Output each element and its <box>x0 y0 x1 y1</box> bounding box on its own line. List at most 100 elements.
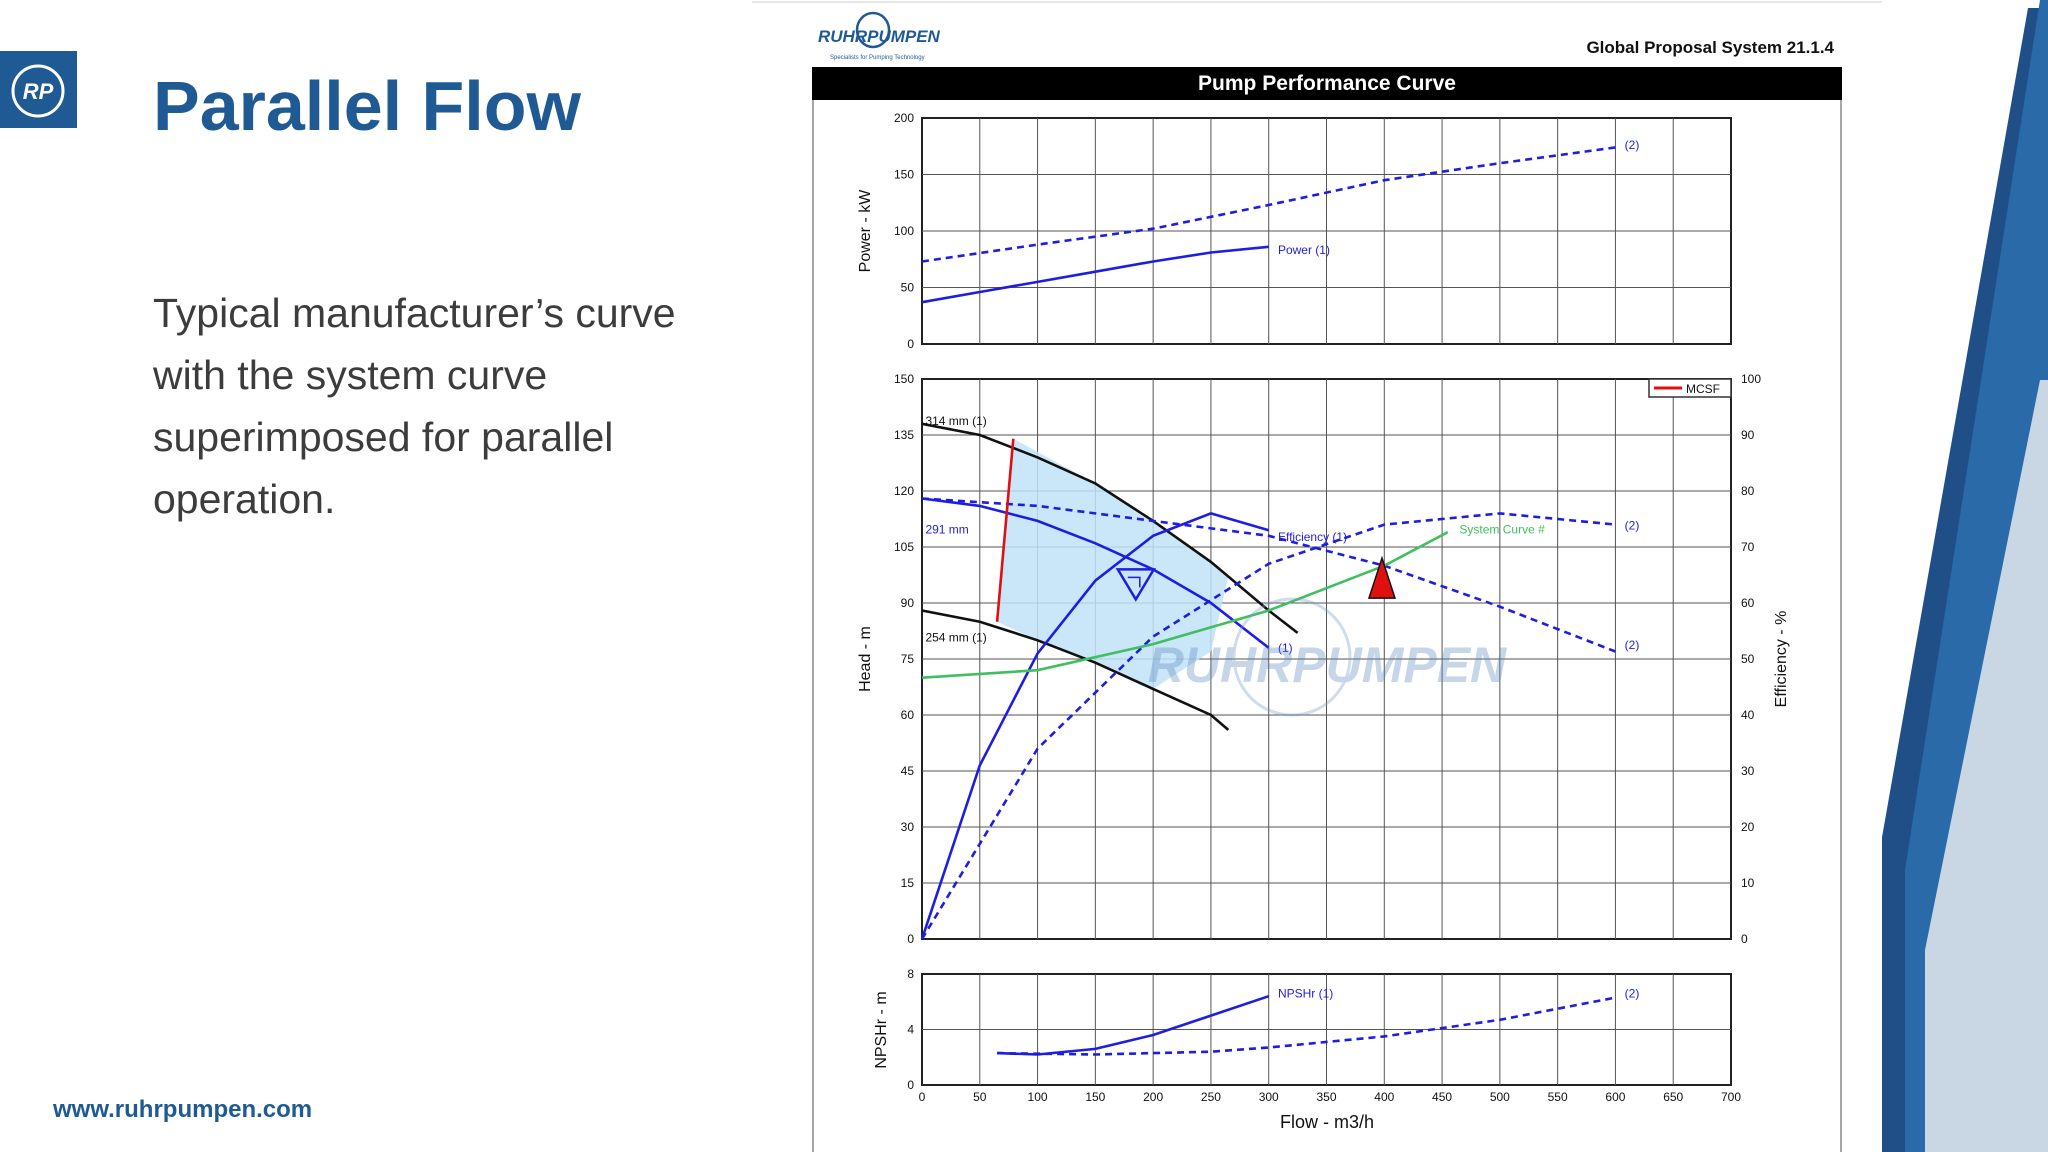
body-line: superimposed for parallel <box>153 414 614 460</box>
y2-tick-label: 90 <box>1741 428 1755 442</box>
y-tick-label: 75 <box>901 652 915 666</box>
x-tick-label: 0 <box>919 1090 926 1104</box>
x-tick-label: 700 <box>1721 1090 1741 1104</box>
legend-box <box>1648 378 1732 398</box>
logo-text: RP <box>23 79 54 104</box>
annotation-291mm: 291 mm <box>925 522 968 536</box>
body-line: with the system curve <box>153 352 548 398</box>
operating-region <box>997 438 1229 689</box>
y-axis-label: NPSHr - m <box>873 991 890 1068</box>
y2-tick-label: 60 <box>1741 596 1755 610</box>
head-curve-1 <box>921 497 1270 649</box>
watermark: RUHRPUMPEN <box>1148 597 1507 717</box>
annotation-254mm: 254 mm (1) <box>925 631 986 645</box>
legend-label: MCSF <box>1686 382 1720 396</box>
y-tick-label: 60 <box>901 708 915 722</box>
y2-tick-label: 70 <box>1741 540 1755 554</box>
annotation-efficiency-2: (2) <box>1625 519 1640 533</box>
mcsf-line <box>995 438 1015 622</box>
document-brand: RUHRPUMPEN <box>818 27 941 46</box>
rp-logo-icon: RP <box>11 64 65 118</box>
y-tick-label: 50 <box>901 281 915 295</box>
head-curve-0 <box>921 422 1299 634</box>
y-tick-label: 90 <box>901 596 915 610</box>
x-tick-label: 50 <box>973 1090 987 1104</box>
x-tick-label: 300 <box>1259 1090 1279 1104</box>
x-tick-label: 400 <box>1374 1090 1394 1104</box>
y2-tick-label: 100 <box>1741 372 1761 386</box>
annotation-head-2: (2) <box>1625 638 1640 652</box>
npsh-series-label: (2) <box>1625 986 1640 1000</box>
x-tick-label: 500 <box>1490 1090 1510 1104</box>
bep-marker <box>1115 568 1157 602</box>
power-series-label: Power (1) <box>1278 243 1330 257</box>
y-tick-label: 15 <box>901 876 915 890</box>
company-logo: RP <box>0 51 77 128</box>
website-link[interactable]: www.ruhrpumpen.com <box>53 1096 313 1123</box>
x-tick-label: 250 <box>1201 1090 1221 1104</box>
annotation-system-curve: System Curve # <box>1459 522 1545 536</box>
x-tick-label: 650 <box>1663 1090 1683 1104</box>
x-tick-label: 200 <box>1143 1090 1163 1104</box>
head-curve-4 <box>920 512 1270 940</box>
y2-tick-label: 40 <box>1741 708 1755 722</box>
npsh-curve-2 <box>997 996 1616 1056</box>
y-tick-label: 150 <box>894 168 914 182</box>
x-tick-label: 350 <box>1316 1090 1336 1104</box>
y-tick-label: 100 <box>894 224 914 238</box>
y2-tick-label: 50 <box>1741 652 1755 666</box>
y-tick-label: 150 <box>894 372 914 386</box>
y-tick-label: 120 <box>894 484 914 498</box>
annotation-efficiency: Efficiency (1) <box>1278 530 1347 544</box>
annotation-314mm: 314 mm (1) <box>925 414 986 428</box>
y-tick-label: 105 <box>894 540 914 554</box>
x-tick-label: 450 <box>1432 1090 1452 1104</box>
power-panel: 0 50 100 150 200 Power (1) (2) Power - kW <box>857 111 1732 351</box>
y-tick-label: 200 <box>894 111 914 125</box>
power-series-label: (2) <box>1625 138 1640 152</box>
power-curve-2 <box>921 146 1616 263</box>
pump-performance-document: RUHRPUMPEN Specialists for Pumping Techn… <box>752 0 1882 1152</box>
head-curve-3 <box>921 497 1616 653</box>
npsh-curve-1 <box>997 994 1270 1056</box>
slide-title: Parallel Flow <box>153 67 581 145</box>
x-tick-label: 550 <box>1548 1090 1568 1104</box>
y2-tick-label: 10 <box>1741 876 1755 890</box>
power-curve-1 <box>921 245 1269 304</box>
x-tick-label: 100 <box>1028 1090 1048 1104</box>
legend: MCSF <box>1648 378 1732 398</box>
body-line: Typical manufacturer’s curve <box>153 290 676 336</box>
y-tick-label: 4 <box>907 1023 914 1037</box>
y2-tick-label: 30 <box>1741 764 1755 778</box>
head-curve-5 <box>920 512 1616 940</box>
header-title: Pump Performance Curve <box>1198 72 1456 95</box>
bep-hatch <box>1127 576 1141 588</box>
y-axis-label: Head - m <box>857 626 874 692</box>
y-tick-label: 0 <box>907 932 914 946</box>
operating-point-marker <box>1367 555 1397 599</box>
y-tick-label: 45 <box>901 764 915 778</box>
y-tick-label: 135 <box>894 428 914 442</box>
document-logo: RUHRPUMPEN Specialists for Pumping Techn… <box>818 11 941 61</box>
y-tick-label: 0 <box>907 1078 914 1092</box>
x-axis-label: Flow - m3/h <box>1280 1112 1374 1132</box>
annotation-curve-1: (1) <box>1278 641 1293 655</box>
y2-axis-label: Efficiency - % <box>1773 611 1790 708</box>
y2-tick-label: 20 <box>1741 820 1755 834</box>
y2-tick-label: 0 <box>1741 932 1748 946</box>
watermark-text: RUHRPUMPEN <box>1148 637 1507 693</box>
head-panel: 0 15 30 45 60 75 90 105 120 135 150 0 10 20 30 40 50 60 70… <box>857 372 1790 946</box>
y-axis-label: Power - kW <box>857 189 874 273</box>
npsh-series-label: NPSHr (1) <box>1278 986 1333 1000</box>
head-curve-6 <box>921 530 1449 679</box>
body-line: operation. <box>153 476 336 522</box>
watermark-ring <box>1232 597 1352 717</box>
body-text: Typical manufacturer’s curve with the sy… <box>153 282 753 530</box>
x-tick-label: 150 <box>1085 1090 1105 1104</box>
npsh-panel: 0 4 8 NPSHr (1) (2) 0 50 100 150 200 250 300 350 400 4… <box>873 967 1741 1104</box>
y-tick-label: 0 <box>907 337 914 351</box>
document-tagline: Specialists for Pumping Technology <box>830 55 925 61</box>
head-curve-2 <box>921 609 1230 731</box>
y-tick-label: 8 <box>907 967 914 981</box>
